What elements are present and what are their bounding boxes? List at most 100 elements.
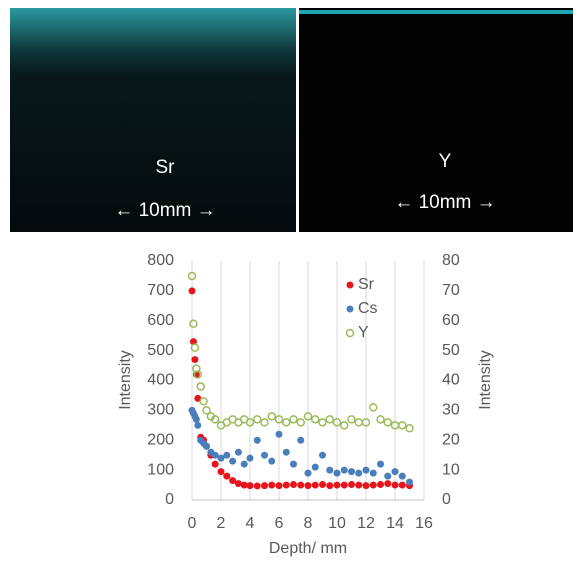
- y-axis-title: Intensity: [117, 350, 134, 410]
- point: [188, 287, 196, 295]
- x-tick-label: 12: [357, 515, 375, 532]
- x-tick-label: 14: [386, 515, 404, 532]
- point: [211, 451, 219, 459]
- x-tick-label: 6: [275, 515, 284, 532]
- point: [240, 460, 248, 468]
- panel-scale: ← 10mm →: [114, 200, 215, 221]
- y-map: [299, 8, 573, 232]
- point: [355, 469, 363, 477]
- point: [253, 415, 262, 424]
- y-tick-label: 700: [147, 282, 174, 299]
- panel-label: Y: [439, 151, 452, 172]
- point: [398, 421, 407, 430]
- y-tick-label: 100: [147, 461, 174, 478]
- point: [311, 481, 319, 489]
- legend-label: Sr: [358, 276, 375, 293]
- legend-label: Cs: [358, 300, 378, 317]
- point: [202, 406, 211, 415]
- y2-tick-label: 0: [442, 491, 451, 508]
- x-tick-label: 0: [188, 515, 197, 532]
- legend-marker: [346, 281, 354, 289]
- point: [333, 481, 341, 489]
- point: [348, 468, 355, 476]
- point: [311, 415, 320, 424]
- point: [268, 457, 276, 465]
- point: [253, 482, 261, 490]
- y-tick-label: 800: [147, 252, 174, 269]
- legend-marker: [345, 328, 355, 338]
- point: [296, 418, 305, 427]
- x-axis-title: Depth/ mm: [269, 540, 347, 557]
- panel-scale: ← 10mm →: [394, 192, 495, 213]
- point: [240, 481, 248, 489]
- point: [267, 412, 276, 421]
- point: [405, 424, 414, 433]
- y2-tick-label: 70: [442, 282, 460, 299]
- point: [189, 319, 198, 328]
- point: [340, 421, 349, 430]
- point: [384, 480, 392, 488]
- point: [196, 382, 205, 391]
- point: [355, 481, 363, 489]
- point: [192, 364, 201, 373]
- point: [275, 430, 283, 438]
- point: [268, 481, 276, 489]
- point: [303, 412, 313, 421]
- point: [332, 418, 342, 427]
- point: [274, 415, 284, 424]
- point: [369, 481, 377, 489]
- point: [369, 469, 377, 477]
- point: [191, 356, 199, 364]
- point: [194, 421, 202, 429]
- point: [229, 457, 237, 465]
- y-map-edge: [299, 10, 573, 14]
- point: [311, 463, 319, 471]
- point: [326, 466, 334, 474]
- point: [362, 482, 370, 490]
- point: [275, 482, 283, 490]
- x-tick-label: 2: [217, 515, 226, 532]
- y2-tick-label: 20: [442, 431, 460, 448]
- point: [319, 451, 326, 459]
- y-tick-label: 200: [147, 431, 174, 448]
- point: [192, 415, 200, 423]
- point: [348, 480, 355, 488]
- point: [361, 418, 371, 427]
- point: [391, 481, 399, 489]
- point: [246, 482, 254, 490]
- y-tick-label: 400: [147, 372, 174, 389]
- point: [398, 472, 406, 480]
- y2-tick-label: 40: [442, 372, 460, 389]
- point: [253, 436, 261, 444]
- y-tick-label: 500: [147, 342, 174, 359]
- point: [383, 418, 392, 427]
- x-tick-label: 8: [304, 515, 313, 532]
- point: [190, 343, 200, 352]
- point: [398, 481, 406, 489]
- y2-tick-label: 80: [442, 252, 460, 269]
- y-tick-label: 300: [147, 402, 174, 419]
- point: [333, 469, 341, 477]
- point: [319, 480, 326, 488]
- point: [289, 415, 298, 424]
- point: [210, 415, 220, 424]
- sr-map: [10, 8, 296, 232]
- point: [290, 460, 297, 468]
- point: [347, 415, 356, 424]
- point: [282, 481, 290, 489]
- point: [261, 451, 268, 459]
- point: [297, 436, 305, 444]
- point: [297, 481, 305, 489]
- point: [193, 370, 203, 379]
- point: [318, 418, 327, 427]
- y2-tick-label: 50: [442, 342, 460, 359]
- legend-label: Y: [358, 324, 369, 341]
- point: [223, 472, 231, 480]
- point: [376, 415, 385, 424]
- point: [217, 454, 225, 462]
- point: [245, 418, 255, 427]
- point: [290, 480, 297, 488]
- point: [199, 397, 208, 406]
- point: [211, 460, 219, 468]
- point: [304, 482, 312, 490]
